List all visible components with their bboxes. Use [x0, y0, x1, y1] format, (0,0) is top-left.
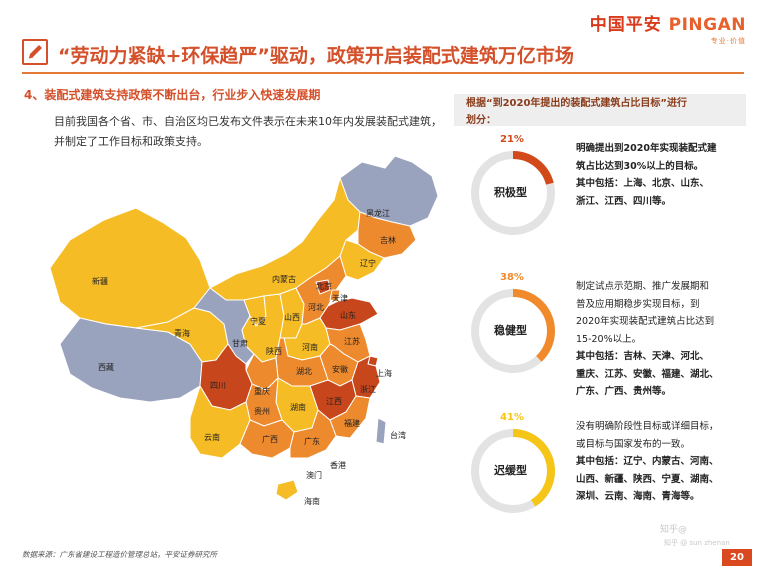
label-tianjin: 天津 — [332, 293, 348, 303]
group-label: 稳健型 — [494, 324, 527, 337]
label-neimenggu: 内蒙古 — [272, 274, 296, 284]
group-label: 积极型 — [494, 186, 527, 199]
label-hubei: 湖北 — [296, 367, 312, 376]
label-jiangsu: 江苏 — [344, 336, 360, 346]
watermark-handle: 知乎 @ sun zhenan — [664, 539, 730, 547]
donut-ring — [471, 151, 555, 235]
label-guangdong: 广东 — [304, 436, 320, 446]
donut-ring — [471, 289, 555, 373]
province-guangdong — [289, 409, 337, 459]
description-line: 没有明确阶段性目标或详细目标， — [576, 421, 719, 432]
label-beijing: 北京 — [316, 281, 332, 291]
province-liaoning — [339, 239, 385, 281]
province-hainan — [275, 479, 299, 501]
label-jiangxi: 江西 — [326, 397, 342, 406]
label-xianggang: 香港 — [330, 460, 346, 470]
ring-progress — [471, 151, 555, 235]
label-jilin: 吉林 — [380, 235, 396, 245]
title-divider — [22, 72, 744, 74]
description-line: 其中包括：辽宁、内蒙古、河南、 — [576, 456, 719, 467]
label-qinghai: 青海 — [174, 328, 190, 338]
section-subtitle: 4、装配式建筑支持政策不断出台，行业步入快速发展期 — [24, 88, 321, 102]
description-line: 制定试点示范期、推广发展期和 — [576, 281, 710, 292]
label-guangxi: 广西 — [262, 434, 278, 444]
description-line: 其中包括：上海、北京、山东、 — [576, 178, 710, 189]
pingan-logo: 中国平安 PINGAN 专业·价值 — [590, 10, 746, 46]
label-xizang: 西藏 — [98, 362, 114, 372]
label-liaoning: 辽宁 — [360, 258, 376, 268]
group-description: 明确提出到2020年实现装配式建 筑占比达到30%以上的目标。 其中包括：上海、北京… — [576, 140, 752, 210]
description-line: 15-20%以上。 — [576, 333, 642, 345]
label-taiwan: 台湾 — [390, 430, 406, 440]
group-percent: 21% — [500, 134, 524, 145]
group-percent: 38% — [500, 272, 524, 283]
map-labels: 黑龙江 吉林 辽宁 内蒙古 北京 天津 河北 山西 山东 新疆 青海 西藏 甘肃… — [92, 208, 406, 506]
description-line: 山西、新疆、陕西、宁夏、湖南、 — [576, 473, 719, 485]
label-hunan: 湖南 — [290, 402, 306, 412]
description-line: 2020年实现装配式建筑占比达到 — [576, 316, 715, 327]
logo-tagline: 专业·价值 — [710, 37, 746, 45]
description-line: 普及应用期稳步实现目标，到 — [576, 298, 700, 310]
label-hainan: 海南 — [304, 496, 320, 506]
province-fujian — [329, 395, 371, 439]
group-label: 迟缓型 — [494, 464, 527, 477]
ring-progress — [471, 429, 555, 513]
group-description: 制定试点示范期、推广发展期和 普及应用期稳步实现目标，到 2020年实现装配式建筑占… — [576, 278, 752, 401]
description-line: 明确提出到2020年实现装配式建 — [576, 143, 717, 154]
china-province-map: 黑龙江 吉林 辽宁 内蒙古 北京 天津 河北 山西 山东 新疆 青海 西藏 甘肃… — [49, 155, 439, 506]
label-shanxi: 山西 — [284, 312, 300, 322]
label-aomen: 澳门 — [306, 470, 322, 480]
source-note: 数据来源：广东省建设工程造价管理总站，平安证券研究所 — [22, 550, 217, 559]
group-percent: 41% — [500, 412, 524, 423]
label-yunnan: 云南 — [204, 432, 220, 442]
province-beijing — [315, 279, 331, 295]
description-line: 广东、广西、贵州等。 — [576, 386, 672, 397]
label-hebei: 河北 — [308, 302, 324, 312]
description-line: 浙江、江西、四川等。 — [576, 195, 672, 207]
label-chongqing: 重庆 — [254, 386, 270, 396]
group-description: 没有明确阶段性目标或详细目标， 或目标与国家发布的一致。其中包括：辽宁、内蒙古、河… — [576, 418, 752, 506]
description-line: 深圳、云南、海南、青海等。 — [576, 491, 700, 502]
page-title: “劳动力紧缺+环保趋严”驱动，政策开启装配式建筑万亿市场 — [58, 45, 574, 67]
description-line: 或目标与国家发布的一致。 — [576, 438, 691, 450]
label-zhejiang: 浙江 — [360, 384, 376, 394]
label-shaanxi: 陕西 — [266, 346, 282, 356]
label-fujian: 福建 — [344, 418, 360, 428]
province-jilin — [357, 211, 417, 259]
watermark: 知乎@ — [660, 525, 688, 535]
label-guizhou: 贵州 — [254, 406, 270, 416]
page-number: 20 — [722, 549, 752, 566]
label-gansu: 甘肃 — [232, 338, 248, 348]
classification-heading-line2: 划分： — [466, 115, 496, 126]
logo-text: 中国平安 PINGAN — [589, 15, 746, 35]
description-line: 重庆、江苏、安徽、福建、湖北、 — [576, 368, 719, 380]
ring-progress — [471, 289, 555, 373]
classification-heading-line1: 根据“到2020年提出的装配式建筑占比目标”进行 — [466, 98, 687, 109]
label-shanghai: 上海 — [376, 368, 392, 378]
label-henan: 河南 — [302, 342, 318, 352]
classification-heading: 根据“到2020年提出的装配式建筑占比目标”进行 划分： — [454, 94, 746, 126]
label-sichuan: 四川 — [210, 381, 226, 390]
province-xinjiang — [49, 207, 211, 329]
label-anhui: 安徽 — [332, 364, 348, 374]
edit-icon — [22, 39, 48, 65]
donut-ring — [471, 429, 555, 513]
label-heilongjiang: 黑龙江 — [366, 208, 390, 218]
intro-text: 目前我国各个省、市、自治区均已发布文件表示在未来10年内发展装配式建筑，并制定了… — [54, 115, 442, 148]
province-taiwan — [375, 417, 387, 445]
description-line: 筑占比达到30%以上的目标。 — [576, 160, 704, 172]
label-ningxia: 宁夏 — [250, 316, 266, 326]
label-xinjiang: 新疆 — [92, 276, 108, 286]
label-shandong: 山东 — [340, 310, 356, 320]
description-line: 其中包括：吉林、天津、河北、 — [576, 351, 710, 362]
